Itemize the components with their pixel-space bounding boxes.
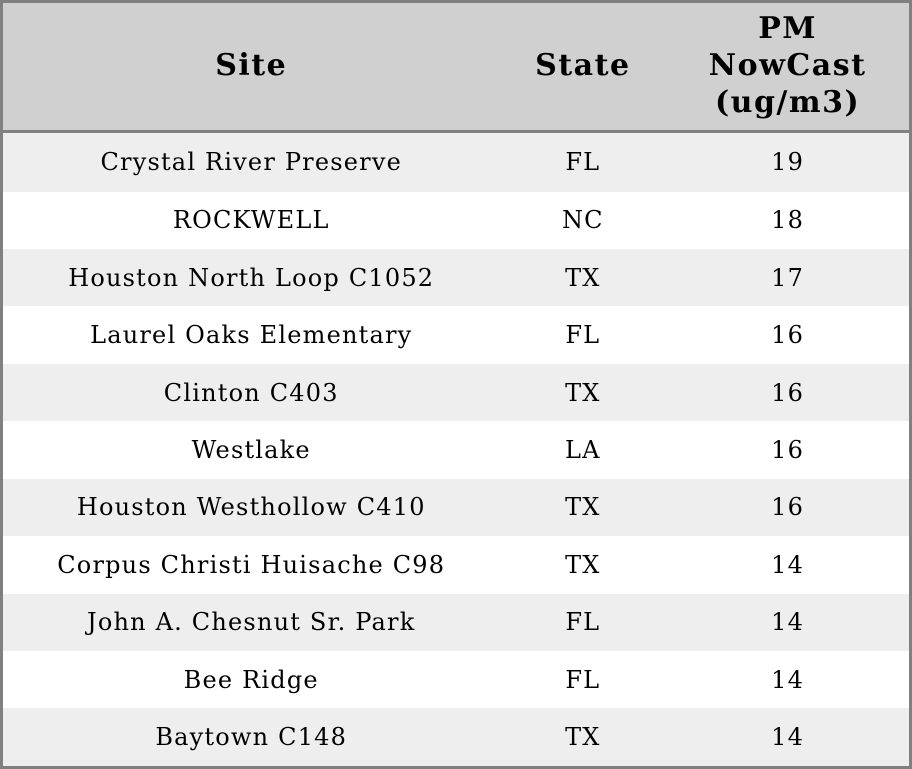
cell-site: Houston North Loop C1052 — [68, 263, 435, 292]
cell-pm: 16 — [771, 493, 805, 522]
cell-state: TX — [565, 263, 601, 292]
header-row: Site State PM NowCast (ug/m3) — [3, 3, 909, 133]
table-row: John A. Chesnut Sr. Park FL 14 — [3, 593, 909, 652]
cell-pm: 14 — [771, 550, 805, 579]
table-row: Laurel Oaks Elementary FL 16 — [3, 306, 909, 364]
cell-site: ROCKWELL — [172, 206, 330, 235]
table-row: Crystal River Preserve FL 19 — [3, 131, 909, 192]
cell-site: Corpus Christi Huisache C98 — [57, 550, 446, 579]
table-row: Houston North Loop C1052 TX 17 — [3, 248, 909, 307]
table-row: ROCKWELL NC 18 — [3, 191, 909, 249]
cell-state: FL — [565, 608, 601, 637]
cell-state: NC — [561, 206, 604, 235]
cell-site: Clinton C403 — [163, 378, 339, 407]
cell-site: Crystal River Preserve — [100, 148, 403, 176]
cell-pm: 18 — [771, 206, 805, 235]
cell-pm: 14 — [771, 665, 805, 694]
table-row: Corpus Christi Huisache C98 TX 14 — [3, 536, 909, 594]
cell-pm: 14 — [771, 723, 805, 752]
cell-site: Baytown C148 — [155, 723, 348, 752]
cell-state: FL — [565, 321, 601, 350]
table-row: Westlake LA 16 — [3, 421, 909, 479]
cell-state: TX — [565, 493, 601, 522]
table-header: Site State PM NowCast (ug/m3) — [3, 3, 909, 133]
cell-site: Westlake — [191, 435, 311, 464]
cell-pm: 16 — [771, 321, 805, 350]
cell-pm: 16 — [771, 435, 805, 464]
cell-state: LA — [565, 435, 601, 464]
cell-site: Bee Ridge — [183, 665, 319, 694]
cell-state: TX — [565, 550, 601, 579]
cell-pm: 16 — [771, 378, 805, 407]
table-row: Houston Westhollow C410 TX 16 — [3, 478, 909, 537]
cell-state: FL — [565, 665, 601, 694]
table-body: Crystal River Preserve FL 19 ROCKWELL NC 18 Ho… — [3, 131, 909, 766]
table-row: Baytown C148 TX 14 — [3, 708, 909, 766]
cell-pm: 17 — [771, 263, 805, 292]
column-header-pm-nowcast: PM NowCast (ug/m3) — [666, 3, 909, 133]
cell-site: Houston Westhollow C410 — [76, 493, 426, 522]
column-header-site: Site — [3, 3, 500, 133]
pm-nowcast-table: Site State PM NowCast (ug/m3) Crystal Ri… — [3, 3, 909, 766]
table-row: Bee Ridge FL 14 — [3, 651, 909, 709]
cell-pm: 14 — [771, 608, 805, 637]
cell-site: John A. Chesnut Sr. Park — [87, 608, 416, 637]
cell-state: TX — [565, 723, 601, 752]
cell-state: TX — [565, 378, 601, 407]
cell-site: Laurel Oaks Elementary — [90, 321, 413, 350]
column-header-state: State — [499, 3, 667, 133]
cell-state: FL — [565, 148, 601, 176]
table-row: Clinton C403 TX 16 — [3, 363, 909, 422]
cell-pm: 19 — [771, 148, 805, 176]
